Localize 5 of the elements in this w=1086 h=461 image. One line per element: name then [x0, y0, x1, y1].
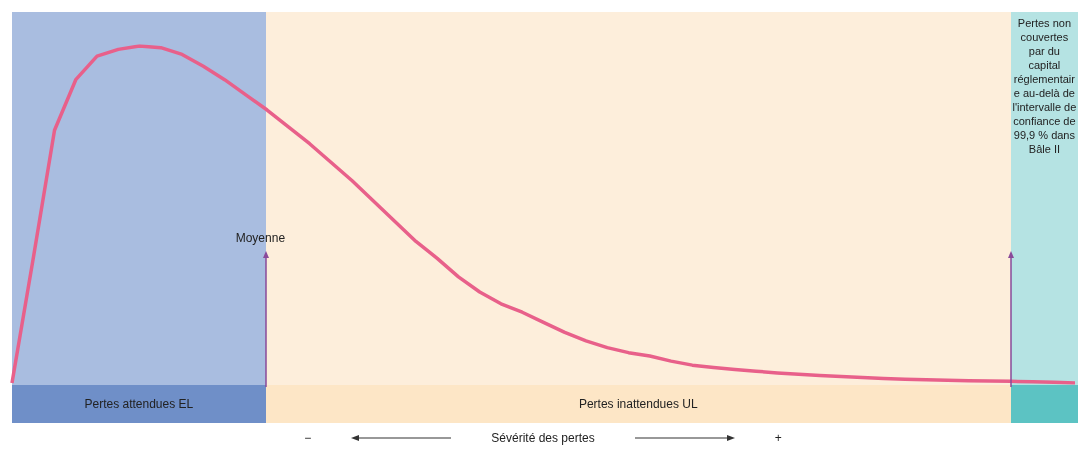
text: +	[774, 431, 782, 445]
text: Sévérité des pertes	[491, 431, 595, 445]
text: −	[304, 431, 312, 445]
annotation: Moyenne	[235, 230, 286, 245]
text: Pertes non couvertes par du capital réglementaire au-delà de l'intervalle de confiance de 99,9 % dans Bâle II	[1012, 17, 1077, 155]
